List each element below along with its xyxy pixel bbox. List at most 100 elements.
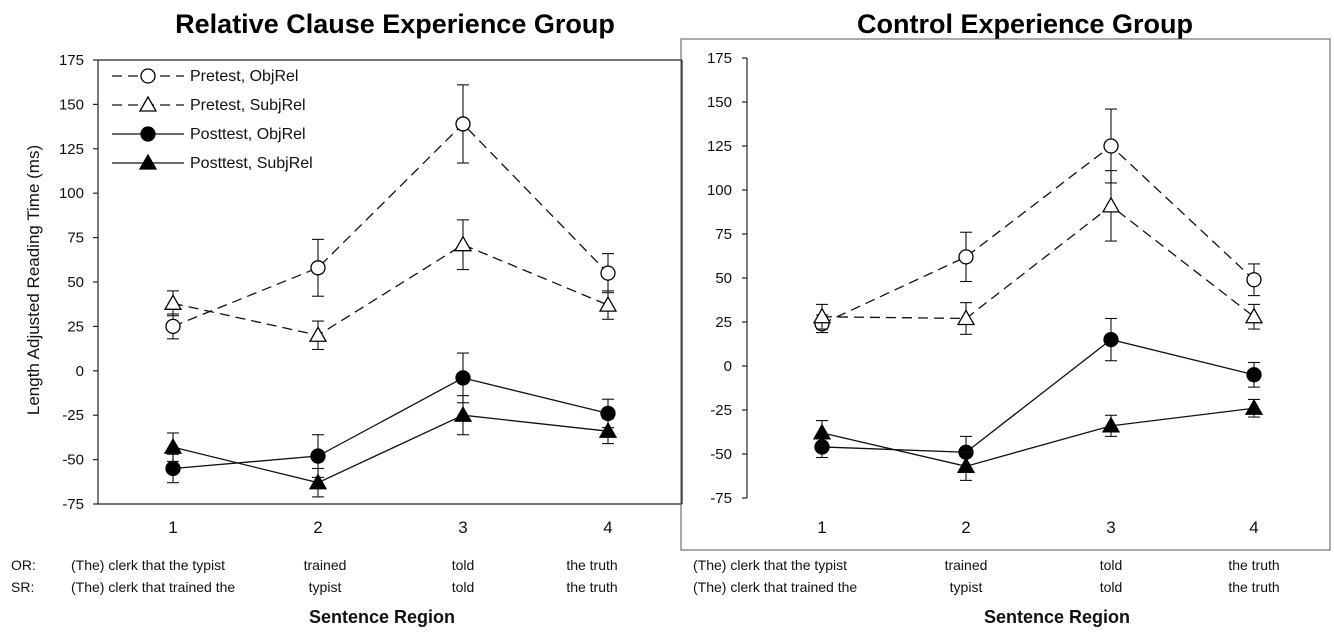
x-tick-label: 4: [1249, 518, 1258, 537]
legend-label: Posttest, ObjRel: [190, 126, 306, 143]
x-tick-label: 1: [817, 518, 826, 537]
y-tick-label: -75: [62, 496, 84, 513]
legend-marker: [140, 68, 156, 84]
data-point: [1101, 416, 1121, 433]
data-point: [600, 265, 616, 281]
legend-label: Pretest, ObjRel: [190, 68, 298, 85]
panel-relative-clause: Relative Clause Experience Group Length …: [11, 9, 683, 627]
region-label-or: trained: [304, 557, 347, 573]
legend-marker: [138, 153, 158, 170]
data-point: [812, 307, 832, 324]
legend-marker: [138, 95, 158, 112]
region-label-or: told: [1100, 557, 1123, 573]
chart-frame: [680, 38, 1331, 551]
data-point: [165, 460, 181, 477]
region-label-sr: the truth: [1228, 579, 1279, 595]
data-point: [310, 448, 326, 464]
y-tick-label: 150: [59, 96, 84, 113]
chart-title: Relative Clause Experience Group: [175, 9, 615, 39]
chart-title: Control Experience Group: [857, 9, 1193, 39]
y-tick-label: 100: [707, 182, 732, 199]
y-tick-label: 25: [715, 314, 732, 331]
data-point: [308, 325, 328, 342]
x-tick-label: 1: [168, 518, 177, 537]
legend-label: Posttest, SubjRel: [190, 155, 313, 172]
series-line: [172, 243, 609, 336]
series-line: [172, 414, 609, 484]
y-tick-label: 175: [707, 50, 732, 67]
data-point: [163, 294, 183, 310]
region-label-or: (The) clerk that the typist: [71, 557, 225, 573]
x-tick-label: 4: [603, 518, 612, 537]
region-label-or: the truth: [1228, 557, 1279, 573]
region-label-sr: the truth: [566, 579, 617, 595]
series-line: [821, 407, 1255, 467]
data-point: [598, 295, 618, 312]
data-point: [1101, 196, 1121, 213]
y-tick-label: -25: [62, 407, 84, 424]
data-point: [455, 116, 471, 132]
data-point: [308, 473, 328, 490]
series-line: [172, 123, 609, 328]
data-point: [165, 318, 181, 335]
x-tick-label: 3: [458, 518, 467, 537]
data-point: [812, 423, 832, 440]
data-point: [455, 370, 471, 386]
y-tick-label: 175: [59, 52, 84, 69]
x-axis-label: Sentence Region: [309, 607, 455, 627]
region-label-sr: told: [452, 579, 475, 595]
y-tick-label: 25: [67, 318, 84, 335]
region-prefix-or: OR:: [11, 557, 36, 573]
region-label-or: the truth: [566, 557, 617, 573]
legend-marker: [140, 126, 156, 142]
x-axis-label: Sentence Region: [984, 607, 1130, 627]
region-label-sr: (The) clerk that trained the: [71, 579, 235, 595]
data-point: [1103, 138, 1119, 154]
y-tick-label: -50: [62, 452, 84, 469]
y-tick-label: 125: [59, 141, 84, 158]
x-tick-label: 2: [313, 518, 322, 537]
data-point: [956, 309, 976, 326]
data-point: [958, 249, 974, 265]
data-point: [163, 437, 183, 454]
region-label-or: told: [452, 557, 475, 573]
data-point: [1244, 307, 1264, 324]
legend-label: Pretest, SubjRel: [190, 97, 306, 114]
series-line: [821, 338, 1255, 453]
data-point: [1246, 272, 1262, 288]
y-tick-label: 0: [724, 358, 732, 375]
y-tick-label: -50: [710, 446, 732, 463]
series-line: [821, 205, 1255, 320]
region-label-sr: (The) clerk that trained the: [693, 579, 857, 595]
series-line: [821, 145, 1255, 325]
y-tick-label: 50: [715, 270, 732, 287]
region-prefix-sr: SR:: [11, 579, 34, 595]
data-point: [1244, 398, 1264, 415]
region-label-sr: told: [1100, 579, 1123, 595]
series-line: [172, 377, 609, 470]
y-tick-label: 75: [715, 226, 732, 243]
data-point: [453, 235, 473, 252]
region-label-sr: typist: [950, 579, 983, 595]
panel-control: Control Experience Group Sentence Region…: [680, 9, 1331, 627]
y-tick-label: 75: [67, 230, 84, 247]
y-tick-label: 150: [707, 94, 732, 111]
x-tick-label: 2: [961, 518, 970, 537]
y-tick-label: 125: [707, 138, 732, 155]
data-point: [956, 457, 976, 473]
y-tick-label: -25: [710, 402, 732, 419]
y-tick-label: -75: [710, 490, 732, 507]
region-label-sr: typist: [309, 579, 342, 595]
y-tick-label: 50: [67, 274, 84, 291]
data-point: [453, 405, 473, 422]
data-point: [1246, 367, 1262, 383]
y-tick-label: 0: [76, 363, 84, 380]
y-axis-label: Length Adjusted Reading Time (ms): [24, 145, 43, 415]
region-label-or: trained: [945, 557, 988, 573]
data-point: [1103, 331, 1119, 348]
x-tick-label: 3: [1106, 518, 1115, 537]
region-label-or: (The) clerk that the typist: [693, 557, 847, 573]
data-point: [310, 260, 326, 276]
data-point: [598, 421, 618, 438]
